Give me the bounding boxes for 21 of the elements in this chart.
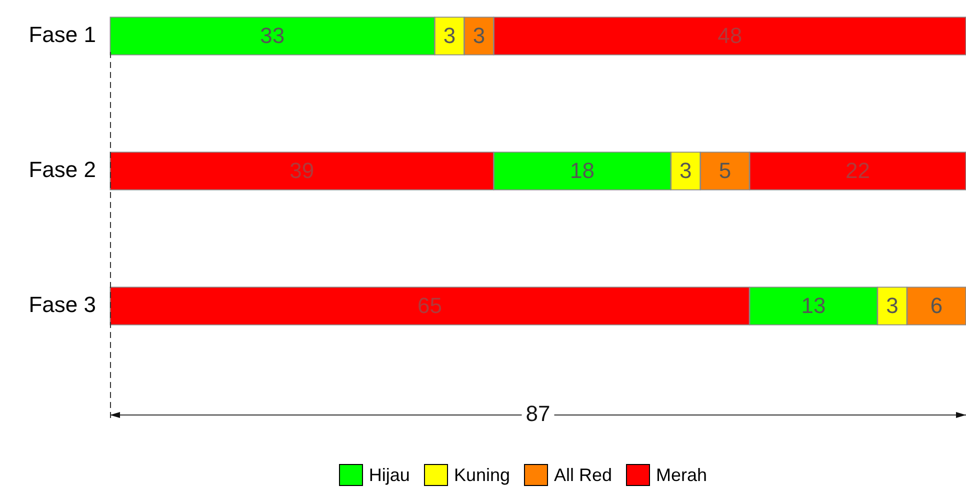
data-label: 3 [679,158,692,184]
data-label: 22 [846,158,870,184]
data-label: 18 [570,158,595,184]
data-label: 48 [718,23,742,48]
data-label: 3 [472,23,486,48]
data-label: 6 [930,293,943,318]
y-tick-label: Fase 3 [28,292,96,318]
legend-label: Kuning [454,464,510,486]
legend-label: All Red [554,464,612,486]
annotation: 87 [526,401,550,426]
data-label: 65 [418,293,442,318]
data-label: 5 [718,158,732,184]
y-tick-label: Fase 1 [28,22,96,48]
legend-label: Hijau [368,464,410,486]
data-label: 3 [886,293,898,318]
data-label: 13 [801,293,826,318]
legend-label: Merah [656,464,708,486]
data-label: 33 [260,23,285,48]
y-tick-label: Fase 2 [28,157,96,182]
data-label: 39 [290,158,314,184]
data-label: 3 [443,23,456,48]
